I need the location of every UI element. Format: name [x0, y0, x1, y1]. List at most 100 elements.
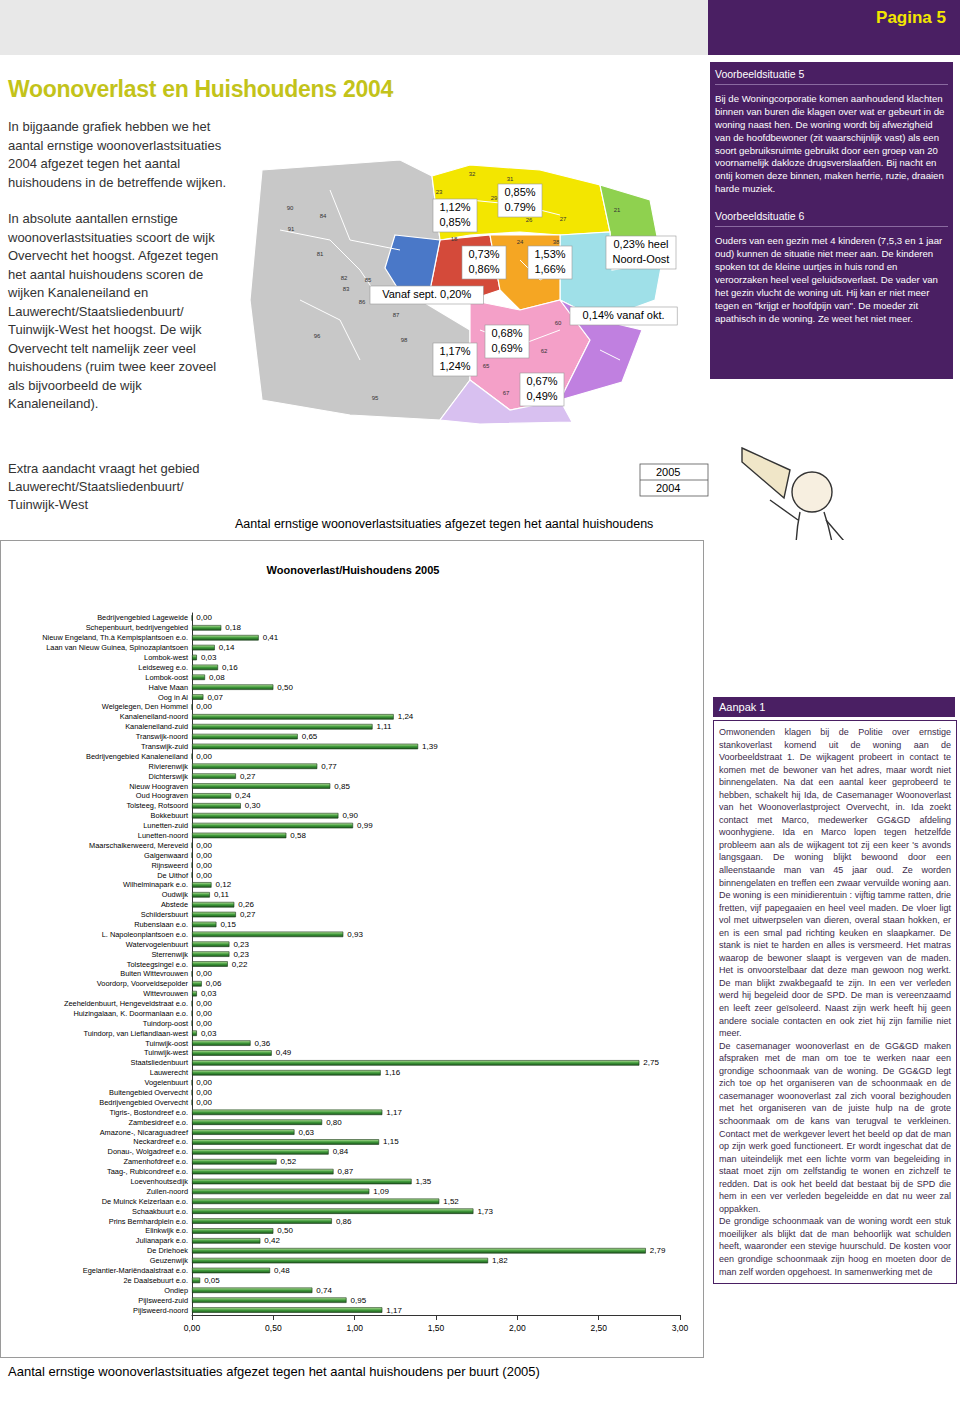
svg-text:0,85: 0,85 — [334, 782, 350, 791]
svg-text:Oog in Al: Oog in Al — [158, 693, 188, 702]
svg-text:67: 67 — [503, 390, 510, 396]
svg-text:Prins Bernhardplein e.o.: Prins Bernhardplein e.o. — [109, 1217, 188, 1226]
svg-text:Huizingalaan, K. Doormanlaan e: Huizingalaan, K. Doormanlaan e.o. — [73, 1009, 188, 1018]
svg-text:2e Daalsebuurt e.o.: 2e Daalsebuurt e.o. — [123, 1276, 188, 1285]
svg-text:Sterrenwijk: Sterrenwijk — [151, 950, 188, 959]
svg-text:2,50: 2,50 — [590, 1323, 607, 1333]
svg-text:1,17: 1,17 — [386, 1108, 402, 1117]
svg-text:85: 85 — [365, 277, 372, 283]
svg-text:Egelantier-Mariëndaalstraat e.: Egelantier-Mariëndaalstraat e.o. — [83, 1266, 188, 1275]
svg-text:0,95: 0,95 — [351, 1296, 367, 1305]
svg-text:0,00: 0,00 — [196, 1078, 212, 1087]
svg-text:38: 38 — [553, 239, 560, 245]
svg-text:24: 24 — [517, 239, 524, 245]
svg-text:Neckardreef e.o.: Neckardreef e.o. — [133, 1137, 188, 1146]
svg-text:Zuilen-noord: Zuilen-noord — [147, 1187, 189, 1196]
svg-text:1,16: 1,16 — [385, 1068, 401, 1077]
svg-text:0,00: 0,00 — [196, 871, 212, 880]
svg-text:0,27: 0,27 — [240, 772, 256, 781]
svg-text:98: 98 — [401, 337, 408, 343]
svg-text:0,50: 0,50 — [265, 1323, 282, 1333]
svg-text:0,77: 0,77 — [321, 762, 337, 771]
svg-text:Taag-, Rubicondreef e.o.: Taag-, Rubicondreef e.o. — [107, 1167, 188, 1176]
svg-text:0,52: 0,52 — [281, 1157, 297, 1166]
svg-text:Vogelenbuurt: Vogelenbuurt — [144, 1078, 188, 1087]
svg-text:Voordorp, Voorveldsepolder: Voordorp, Voorveldsepolder — [97, 979, 189, 988]
svg-text:Pijlsweerd-noord: Pijlsweerd-noord — [133, 1306, 188, 1315]
svg-text:Schaakbuurt e.o.: Schaakbuurt e.o. — [132, 1207, 188, 1216]
svg-text:0,00: 0,00 — [196, 1009, 212, 1018]
svg-text:Amazone-, Nicaraguadreef: Amazone-, Nicaraguadreef — [100, 1128, 189, 1137]
svg-text:18: 18 — [451, 236, 458, 242]
svg-text:0.79%: 0.79% — [504, 201, 535, 213]
svg-text:Kanaleneiland-noord: Kanaleneiland-noord — [120, 712, 188, 721]
svg-text:0,74: 0,74 — [316, 1286, 332, 1295]
svg-text:2,75: 2,75 — [643, 1058, 659, 1067]
svg-text:Lunetten-noord: Lunetten-noord — [138, 831, 188, 840]
svg-text:0,85%: 0,85% — [504, 186, 535, 198]
svg-text:0,12: 0,12 — [216, 880, 232, 889]
svg-text:Pijlsweerd-zuid: Pijlsweerd-zuid — [138, 1296, 188, 1305]
svg-text:1,52: 1,52 — [443, 1197, 459, 1206]
svg-text:1,09: 1,09 — [373, 1187, 389, 1196]
svg-text:Schepenbuurt, bedrijvengebied: Schepenbuurt, bedrijvengebied — [86, 623, 188, 632]
svg-text:Zambesidreef e.o.: Zambesidreef e.o. — [128, 1118, 188, 1127]
svg-text:Bedrijvengebied Kanaleneiland: Bedrijvengebied Kanaleneiland — [86, 752, 188, 761]
svg-text:0,22: 0,22 — [232, 960, 248, 969]
svg-text:0,00: 0,00 — [196, 999, 212, 1008]
svg-text:Rijnsweerd: Rijnsweerd — [151, 861, 188, 870]
svg-text:Laan van Nieuw Guinea, Spinoza: Laan van Nieuw Guinea, Spinozaplantsoen — [46, 643, 188, 652]
svg-text:3,00: 3,00 — [672, 1323, 689, 1333]
svg-text:0,49%: 0,49% — [526, 390, 557, 402]
svg-text:0,11: 0,11 — [214, 890, 230, 899]
svg-text:0,15: 0,15 — [220, 920, 236, 929]
svg-text:Welgelegen, Den Hommel: Welgelegen, Den Hommel — [102, 702, 188, 711]
svg-text:Wilhelminapark e.o.: Wilhelminapark e.o. — [123, 880, 188, 889]
svg-text:Bokkebuurt: Bokkebuurt — [151, 811, 188, 820]
svg-text:0,06: 0,06 — [206, 979, 222, 988]
svg-text:0,42: 0,42 — [264, 1236, 280, 1245]
svg-text:Noord-Oost: Noord-Oost — [613, 253, 670, 265]
svg-text:Buitengebied Overvecht: Buitengebied Overvecht — [109, 1088, 188, 1097]
svg-text:2004: 2004 — [656, 482, 680, 494]
svg-text:Kanaleneiland-zuid: Kanaleneiland-zuid — [125, 722, 188, 731]
svg-text:Schildersbuurt: Schildersbuurt — [141, 910, 188, 919]
svg-text:Rivierenwijk: Rivierenwijk — [149, 762, 189, 771]
svg-text:Lauwerecht: Lauwerecht — [150, 1068, 188, 1077]
svg-text:0,30: 0,30 — [245, 801, 261, 810]
svg-text:0,00: 0,00 — [196, 969, 212, 978]
svg-text:86: 86 — [359, 299, 366, 305]
svg-text:62: 62 — [541, 348, 548, 354]
svg-text:0,85%: 0,85% — [439, 216, 470, 228]
svg-text:1,35: 1,35 — [416, 1177, 432, 1186]
svg-text:0,00: 0,00 — [196, 702, 212, 711]
svg-text:Tuindorp-oost: Tuindorp-oost — [143, 1019, 188, 1028]
svg-text:Dichterswijk: Dichterswijk — [149, 772, 189, 781]
svg-text:81: 81 — [317, 251, 324, 257]
svg-text:0,36: 0,36 — [255, 1039, 271, 1048]
svg-text:29: 29 — [491, 195, 498, 201]
svg-text:0,27: 0,27 — [240, 910, 256, 919]
svg-text:L. Napoleonplantsoen e.o.: L. Napoleonplantsoen e.o. — [102, 930, 188, 939]
svg-text:Rubenslaan e.o.: Rubenslaan e.o. — [134, 920, 188, 929]
svg-text:Bedrijvengebied Lageweide: Bedrijvengebied Lageweide — [97, 613, 188, 622]
svg-text:0,00: 0,00 — [184, 1323, 201, 1333]
svg-text:Tuinwijk-west: Tuinwijk-west — [144, 1048, 188, 1057]
svg-text:Oudwijk: Oudwijk — [162, 890, 189, 899]
svg-text:0,00: 0,00 — [196, 851, 212, 860]
svg-text:0,00: 0,00 — [196, 1098, 212, 1107]
svg-text:Nieuw Engeland, Th.à Kempispla: Nieuw Engeland, Th.à Kempisplantsoen e.o… — [42, 633, 188, 642]
svg-text:0,50: 0,50 — [277, 683, 293, 692]
svg-text:De Muinck Keizerlaan e.o.: De Muinck Keizerlaan e.o. — [102, 1197, 188, 1206]
svg-text:83: 83 — [343, 286, 350, 292]
svg-text:90: 90 — [287, 205, 294, 211]
svg-text:1,17%: 1,17% — [439, 345, 470, 357]
svg-text:1,73: 1,73 — [477, 1207, 493, 1216]
svg-text:Tolsteegsingel e.o.: Tolsteegsingel e.o. — [127, 960, 188, 969]
svg-text:Tolsteeg, Rotsoord: Tolsteeg, Rotsoord — [126, 801, 188, 810]
svg-text:0,07: 0,07 — [207, 693, 223, 702]
svg-text:0,00: 0,00 — [196, 841, 212, 850]
svg-text:1,66%: 1,66% — [534, 263, 565, 275]
svg-text:1,39: 1,39 — [422, 742, 438, 751]
svg-text:De Uithof: De Uithof — [157, 871, 189, 880]
